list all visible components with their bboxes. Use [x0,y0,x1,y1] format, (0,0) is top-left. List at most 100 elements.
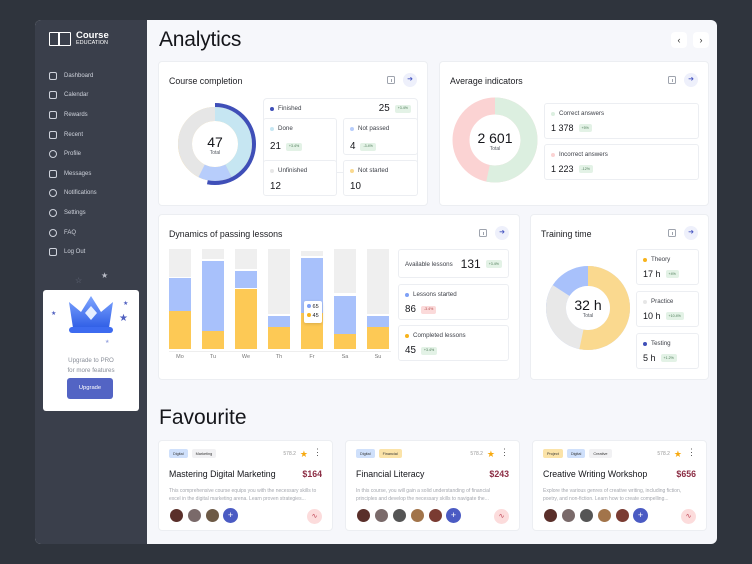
avatar [169,508,184,523]
completion-donut-chart [174,103,256,185]
sidebar: Course EDUCATION Dashboard Calendar Rewa… [35,20,147,544]
more-options-icon[interactable]: ⋮ [687,447,696,457]
star-icon[interactable]: ★ [299,449,308,459]
bar-th[interactable] [268,249,290,349]
mail-icon [49,169,57,178]
sidebar-item-logout[interactable]: Log Out [49,242,139,262]
sidebar-item-dashboard[interactable]: Dashboard [49,66,139,86]
rating-value: 578.2 [283,451,296,457]
sidebar-item-label: Notifications [64,190,97,197]
stat-value: 10 [350,181,361,192]
course-completion-card: Course completion ➜ 47 Total Finished 25… [158,61,428,206]
star-icon[interactable]: ★ [673,449,682,459]
stat-lessons-started: Lessons started 86 -3.4% [398,284,509,320]
course-card[interactable]: Digital Financial 578.2 ★ ⋮ Financial Lit… [345,440,520,531]
info-icon[interactable] [387,76,395,84]
crown-icon [69,296,113,333]
add-member-button[interactable]: + [633,508,648,523]
logout-icon [49,248,57,257]
tag: Financial [378,449,402,458]
stat-label: Incorrect answers [559,151,608,158]
logo[interactable]: Course EDUCATION [49,31,109,46]
sidebar-item-label: Recent [64,131,84,138]
stat-value: 1 223 [551,164,574,174]
stat-available-lessons: Available lessons 131 +3.4% [398,249,509,278]
sidebar-item-label: Rewards [64,111,88,118]
bar-tu[interactable] [202,249,224,349]
more-options-icon[interactable]: ⋮ [313,447,322,457]
rewards-icon [49,110,57,119]
activity-icon[interactable]: ∿ [494,509,509,524]
course-card[interactable]: Project Digital Creative 578.2 ★ ⋮ Creati… [532,440,707,531]
stat-value: 131 [460,257,481,271]
training-donut-chart [546,266,630,350]
sidebar-item-settings[interactable]: Settings [49,203,139,223]
completion-total: 47 Total [193,134,237,156]
change-badge: +5% [578,124,592,132]
sidebar-item-profile[interactable]: Profile [49,144,139,164]
x-label: Su [374,354,382,360]
bar-we[interactable] [235,249,257,349]
bar-fr[interactable] [301,249,323,349]
activity-icon[interactable]: ∿ [681,509,696,524]
add-member-button[interactable]: + [223,508,238,523]
sidebar-item-faq[interactable]: FAQ [49,223,139,243]
stat-value: 4 [350,141,356,152]
course-card[interactable]: Digital Marketing 578.2 ★ ⋮ Mastering Dig… [158,440,333,531]
training-time-card: Training time ➜ 32 h Total Theory 17 h +4… [530,214,709,380]
arrow-right-icon[interactable]: ➜ [495,226,509,240]
avatar [428,508,443,523]
course-title[interactable]: Financial Literacy [356,469,425,479]
sidebar-item-notifications[interactable]: Notifications [49,184,139,204]
change-badge: +10.4% [665,312,684,320]
x-label: Tu [209,354,217,360]
sidebar-item-rewards[interactable]: Rewards [49,105,139,125]
next-button[interactable]: › [693,32,709,48]
avatar [205,508,220,523]
avatar [543,508,558,523]
info-icon[interactable] [479,229,487,237]
more-options-icon[interactable]: ⋮ [500,447,509,457]
arrow-right-icon[interactable]: ➜ [684,73,698,87]
sidebar-item-messages[interactable]: Messages [49,164,139,184]
course-title[interactable]: Creative Writing Workshop [543,469,648,479]
change-badge: -12% [578,165,593,173]
stat-label: Lessons started [413,291,457,298]
sidebar-item-label: Log Out [64,249,86,256]
card-title: Training time [541,229,592,239]
bar-sa[interactable] [334,249,356,349]
arrow-right-icon[interactable]: ➜ [403,73,417,87]
bar-mo[interactable] [169,249,191,349]
chevron-right-icon: › [699,35,703,45]
sidebar-item-label: Calendar [64,92,89,99]
upgrade-button[interactable]: Upgrade [67,378,113,399]
training-total: 32 h Total [563,297,613,319]
stat-value: 5 h [643,353,656,363]
stat-testing: Testing 5 h +1.2% [636,333,699,369]
prev-button[interactable]: ‹ [671,32,687,48]
info-icon[interactable] [668,76,676,84]
star-icon[interactable]: ★ [486,449,495,459]
promo-text: Upgrade to PRO for more features [43,356,139,376]
total-label: Total [209,150,221,156]
avatar [615,508,630,523]
bell-icon [49,189,57,198]
bar-su[interactable] [367,249,389,349]
x-label: Fr [309,354,315,360]
change-badge: +3.4% [420,346,438,355]
stat-value: 86 [405,304,416,315]
avatar [187,508,202,523]
activity-icon[interactable]: ∿ [307,509,322,524]
arrow-right-icon[interactable]: ➜ [684,226,698,240]
avatar [374,508,389,523]
sidebar-nav: Dashboard Calendar Rewards Recent Profil… [49,66,139,262]
add-member-button[interactable]: + [446,508,461,523]
info-icon [49,228,57,237]
course-title[interactable]: Mastering Digital Marketing [169,469,276,479]
sidebar-item-recent[interactable]: Recent [49,125,139,145]
stat-value: 17 h [643,269,661,279]
tooltip-started: 65 [312,304,319,310]
info-icon[interactable] [668,229,676,237]
avatar [561,508,576,523]
sidebar-item-calendar[interactable]: Calendar [49,86,139,106]
